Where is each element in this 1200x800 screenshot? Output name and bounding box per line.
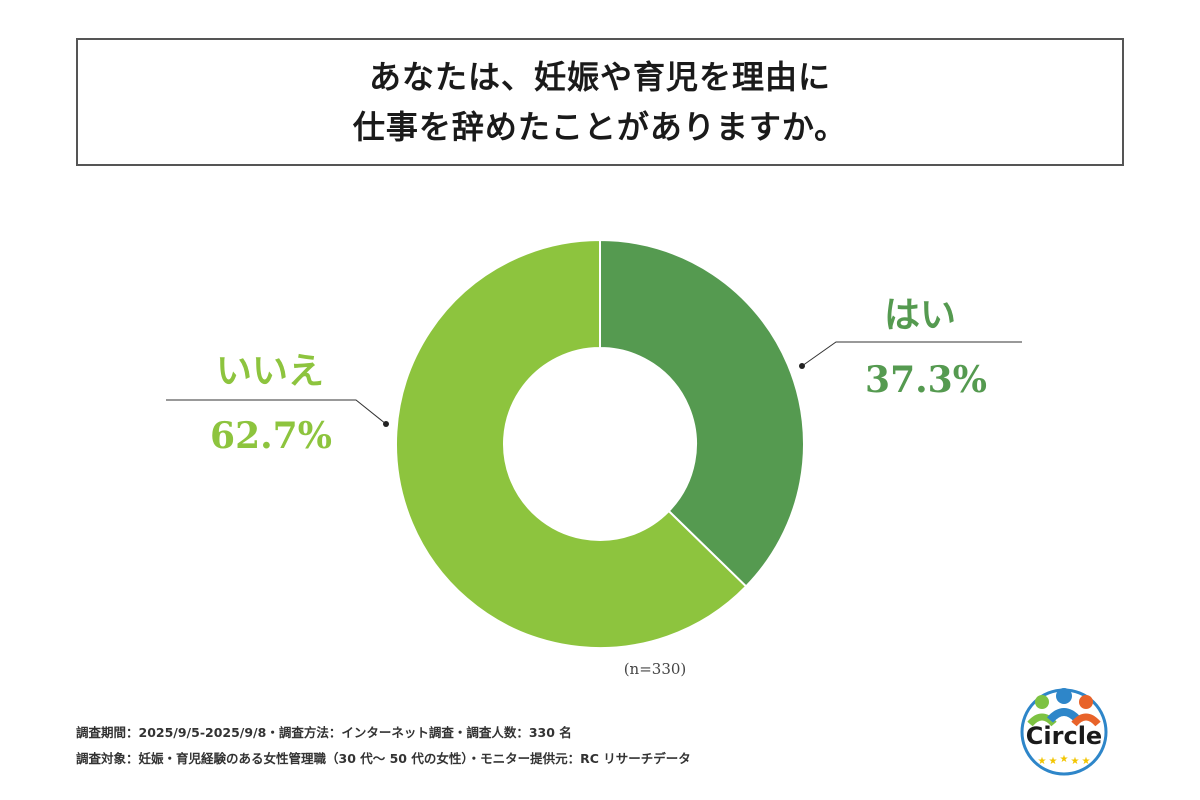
logo-arms-green xyxy=(1027,713,1057,727)
logo-star-icon: ★ xyxy=(1049,756,1058,767)
slice-label-no: いいえ xyxy=(215,351,324,392)
footer-survey-target: 調査対象：妊娠・育児経験のある女性管理職（30 代～ 50 代の女性）・モニター… xyxy=(76,751,691,766)
footer-survey-info: 調査期間：2025/9/5-2025/9/8・調査方法：インターネット調査・調査… xyxy=(76,725,572,740)
logo-star-icon: ★ xyxy=(1038,756,1047,767)
logo-star-icon: ★ xyxy=(1060,754,1069,765)
donut-slice-yes xyxy=(599,238,805,588)
logo-stars: ★ ★ ★ ★ ★ xyxy=(1038,754,1091,767)
slice-value-yes: 37.3% xyxy=(865,359,987,401)
leader-line-no xyxy=(166,399,387,425)
logo-person-blue xyxy=(1056,688,1072,704)
slice-value-no: 62.7% xyxy=(210,415,332,457)
donut-slice-no xyxy=(395,238,748,649)
slice-label-yes: はい xyxy=(883,295,956,336)
sample-size-label: (n=330) xyxy=(623,660,687,678)
leader-dot-no xyxy=(383,421,389,427)
title-box: あなたは、妊娠や育児を理由に 仕事を辞めたことがありますか。 xyxy=(76,38,1124,166)
circle-logo: Circle ★ ★ ★ ★ ★ xyxy=(1020,688,1108,776)
title-line-2: 仕事を辞めたことがありますか。 xyxy=(352,108,848,146)
leader-dot-yes xyxy=(799,363,805,369)
leader-line-yes xyxy=(801,341,1022,367)
title-line-1: あなたは、妊娠や育児を理由に xyxy=(368,58,831,96)
logo-person-green xyxy=(1035,695,1049,709)
logo-arms-orange xyxy=(1071,713,1101,727)
logo-text: Circle xyxy=(1026,722,1102,750)
logo-person-orange xyxy=(1079,695,1093,709)
logo-star-icon: ★ xyxy=(1082,756,1091,767)
logo-star-icon: ★ xyxy=(1071,756,1080,767)
